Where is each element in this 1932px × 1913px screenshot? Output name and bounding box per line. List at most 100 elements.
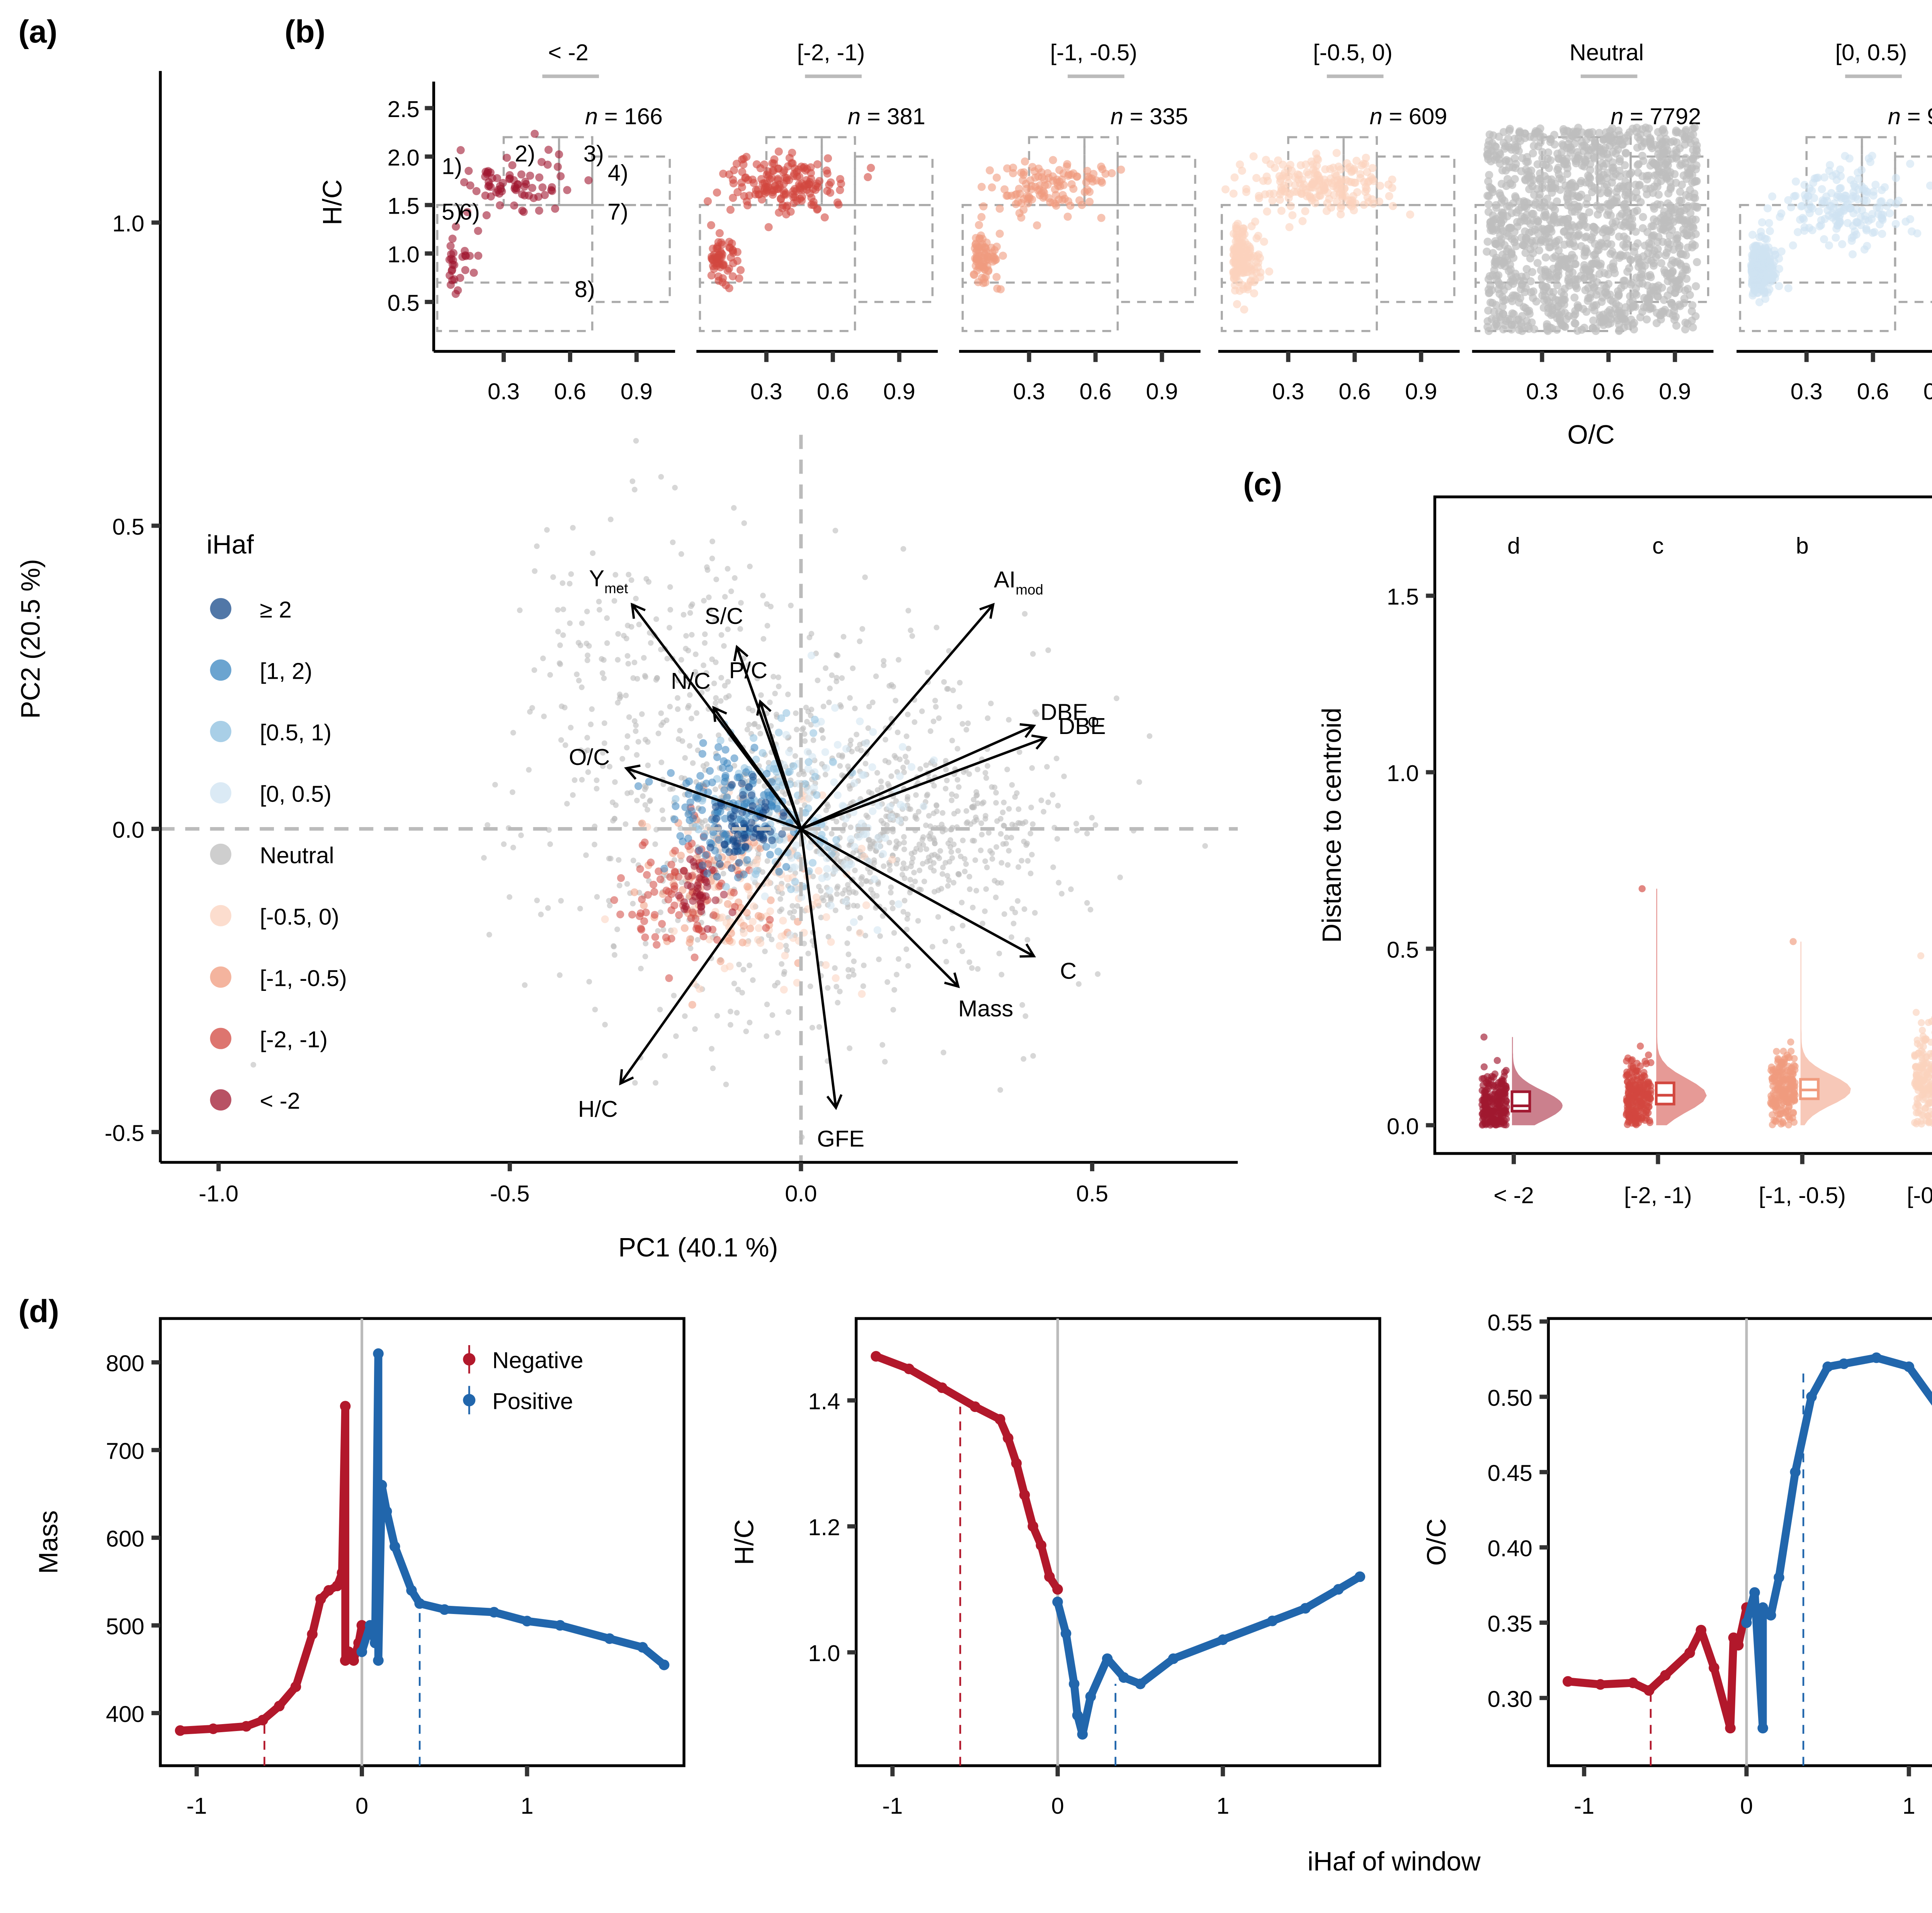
pca-point <box>962 868 968 875</box>
pca-point <box>1025 858 1031 864</box>
vk-point <box>1301 207 1310 216</box>
pca-point <box>646 878 652 884</box>
facet-n: n = 335 <box>1111 104 1188 129</box>
pca-point <box>937 848 943 854</box>
pca-point <box>905 712 911 717</box>
pca-point <box>680 924 689 932</box>
vk-point <box>1536 177 1545 185</box>
pca-point <box>756 778 762 784</box>
pca-point <box>822 764 830 772</box>
pca-point <box>677 727 683 734</box>
pca-point <box>1050 864 1056 870</box>
pca-point <box>599 670 605 676</box>
vk-point <box>1034 164 1043 173</box>
pca-point <box>776 683 782 690</box>
y-tick-label: 0.5 <box>112 514 145 540</box>
pca-point <box>583 852 589 858</box>
pca-point <box>800 725 806 731</box>
pca-point <box>860 771 868 779</box>
pca-point <box>562 742 568 748</box>
vk-point <box>1277 207 1286 215</box>
loading-label: C <box>1060 958 1077 984</box>
pca-point <box>748 917 757 926</box>
pca-point <box>522 982 528 988</box>
pca-point <box>845 967 851 973</box>
pca-point <box>870 839 876 845</box>
x-tick-label: 0.6 <box>817 379 849 404</box>
vk-point <box>820 213 829 222</box>
pca-point <box>702 631 708 637</box>
pca-point <box>966 771 972 777</box>
vk-point <box>714 277 723 285</box>
vk-point <box>1536 203 1544 212</box>
pca-point <box>604 640 610 646</box>
vk-point <box>1656 200 1665 209</box>
pca-point <box>621 633 627 639</box>
vk-point <box>1635 279 1644 288</box>
vk-point <box>1505 157 1513 166</box>
region-label-6: 6) <box>459 199 480 224</box>
x-tick-label: -0.5 <box>490 1181 530 1206</box>
vk-point <box>1591 139 1599 147</box>
pca-point <box>685 939 694 947</box>
vk-point <box>1369 199 1378 208</box>
pca-point <box>834 885 840 891</box>
vk-point <box>1286 161 1294 169</box>
vk-point <box>1263 207 1271 216</box>
pca-point <box>970 904 976 911</box>
y-tick-label: 2.5 <box>388 96 420 122</box>
pca-point <box>666 873 674 881</box>
vk-point <box>738 168 747 176</box>
vk-point <box>1796 216 1804 224</box>
pca-point <box>600 763 606 769</box>
pca-point <box>739 990 745 996</box>
legend-swatch-5 <box>210 905 231 926</box>
pca-point <box>675 892 683 900</box>
vk-point <box>1527 318 1536 327</box>
pca-point <box>693 651 699 657</box>
pca-point <box>833 819 840 825</box>
vk-point <box>1363 193 1372 202</box>
pca-point <box>559 703 565 709</box>
pca-point <box>687 914 695 922</box>
vk-point <box>1646 303 1655 312</box>
pca-point <box>742 768 750 776</box>
vk-point <box>1654 190 1663 199</box>
pca-point <box>1003 834 1010 841</box>
vk-point <box>1798 202 1806 210</box>
pca-point <box>844 940 850 946</box>
pca-point <box>612 952 617 958</box>
vk-point <box>548 183 556 192</box>
vk-point <box>1878 186 1886 194</box>
vk-point <box>1499 309 1507 318</box>
pca-point <box>699 861 707 870</box>
vk-point <box>1351 178 1360 187</box>
pca-point <box>846 973 852 980</box>
vk-point <box>1794 228 1802 236</box>
vk-point <box>464 166 473 175</box>
pca-point <box>804 719 810 725</box>
vk-point <box>446 242 455 250</box>
vk-point <box>1835 209 1843 217</box>
pca-point <box>688 603 694 609</box>
vk-point <box>1554 246 1563 255</box>
pca-point <box>713 659 719 665</box>
pca-point <box>975 800 981 806</box>
pca-point <box>725 848 733 856</box>
pca-point <box>628 911 636 919</box>
vk-point <box>1563 194 1571 203</box>
pca-point <box>695 937 701 943</box>
vk-point <box>1336 188 1344 197</box>
pca-point <box>1136 779 1142 785</box>
vk-point <box>1603 240 1612 248</box>
pca-point <box>761 892 769 900</box>
vk-point <box>1621 277 1629 285</box>
vk-point <box>1286 202 1295 210</box>
pca-point <box>891 987 897 993</box>
pca-point <box>703 869 711 878</box>
vk-point <box>1049 156 1057 164</box>
pca-point <box>624 744 630 751</box>
vk-point <box>1631 180 1640 189</box>
pca-point <box>929 944 935 950</box>
pca-point <box>946 648 952 654</box>
